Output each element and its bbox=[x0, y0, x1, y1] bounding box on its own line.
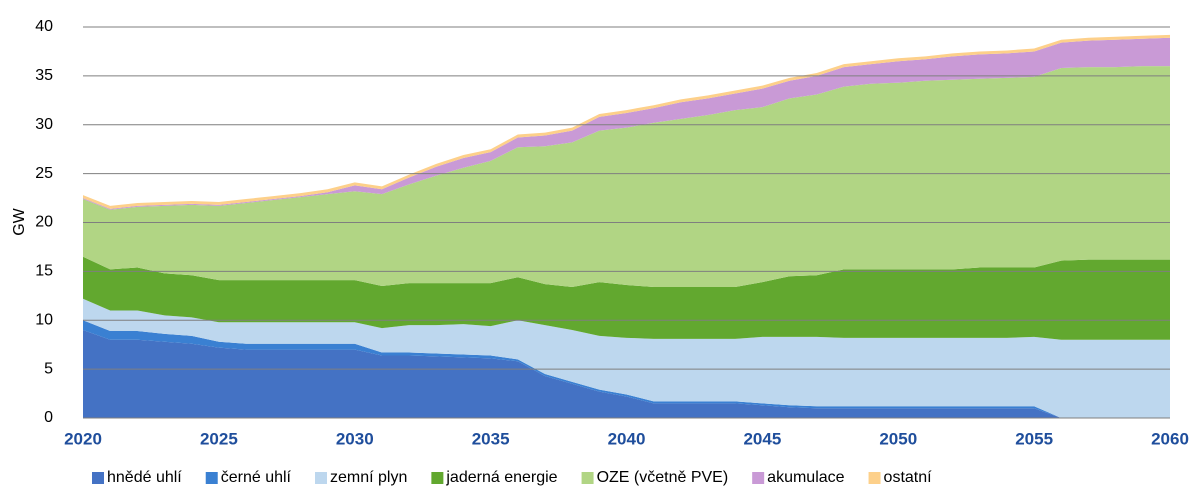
x-tick-label: 2050 bbox=[879, 429, 917, 448]
legend-swatch bbox=[431, 472, 444, 484]
x-tick-label: 2035 bbox=[472, 429, 510, 448]
area bbox=[83, 66, 1170, 288]
legend-label: zemní plyn bbox=[330, 469, 407, 486]
legend-swatch bbox=[92, 472, 104, 484]
legend-swatch bbox=[581, 472, 594, 484]
legend-label: OZE (včetně PVE) bbox=[597, 469, 729, 486]
area bbox=[83, 256, 1170, 340]
y-tick-label: 30 bbox=[35, 116, 53, 133]
area bbox=[83, 320, 1170, 418]
legend-label: akumulace bbox=[767, 469, 844, 486]
area bbox=[83, 298, 1170, 418]
areas bbox=[83, 34, 1170, 418]
y-tick-label: 0 bbox=[44, 409, 53, 426]
x-tick-label: 2025 bbox=[200, 429, 238, 448]
x-tick-label: 2060 bbox=[1151, 429, 1189, 448]
x-tick-label: 2040 bbox=[608, 429, 646, 448]
grid bbox=[83, 26, 1170, 419]
y-tick-label: 20 bbox=[35, 214, 53, 231]
legend-swatch bbox=[868, 472, 881, 484]
legend-swatch bbox=[205, 472, 218, 484]
x-tick-label: 2045 bbox=[743, 429, 781, 448]
y-tick-label: 5 bbox=[44, 360, 53, 377]
x-tick-label: 2055 bbox=[1015, 429, 1053, 448]
legend-label: jaderná energie bbox=[445, 469, 557, 486]
legend-label: černé uhlí bbox=[221, 469, 292, 486]
area bbox=[83, 330, 1170, 418]
y-axis-label: GW bbox=[11, 207, 28, 235]
legend-label: hnědé uhlí bbox=[107, 469, 182, 486]
y-tick-label: 25 bbox=[35, 165, 53, 182]
legend-label: ostatní bbox=[884, 469, 933, 486]
y-tick-label: 40 bbox=[35, 18, 53, 35]
y-tick-label: 10 bbox=[35, 311, 53, 328]
y-tick-label: 35 bbox=[35, 67, 53, 84]
area bbox=[83, 37, 1170, 210]
x-tick-label: 2030 bbox=[336, 429, 374, 448]
legend-swatch bbox=[315, 472, 327, 484]
x-tick-label: 2020 bbox=[64, 429, 102, 448]
y-tick-label: 15 bbox=[35, 263, 53, 280]
legend-swatch bbox=[752, 472, 765, 484]
